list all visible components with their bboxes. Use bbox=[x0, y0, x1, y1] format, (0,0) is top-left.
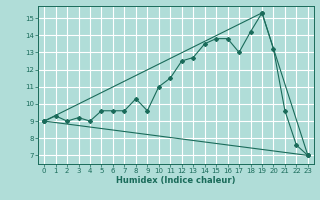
X-axis label: Humidex (Indice chaleur): Humidex (Indice chaleur) bbox=[116, 176, 236, 185]
